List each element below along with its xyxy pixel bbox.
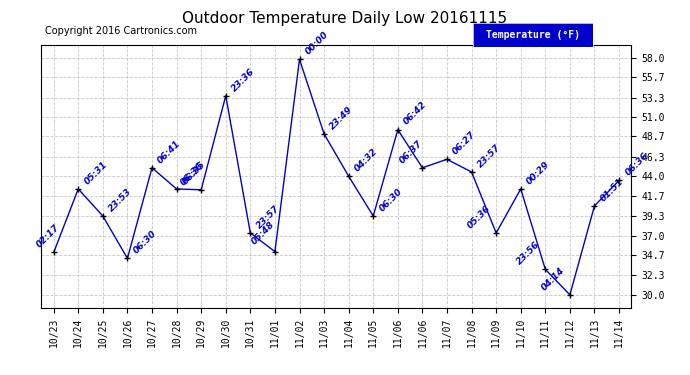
Text: Temperature (°F): Temperature (°F) [486, 30, 580, 40]
Text: 23:56: 23:56 [515, 240, 542, 267]
Text: 06:42: 06:42 [402, 100, 428, 127]
Text: 00:00: 00:00 [304, 30, 331, 57]
Text: 23:57: 23:57 [475, 142, 502, 169]
Text: 06:35: 06:35 [181, 160, 208, 186]
Text: 06:41: 06:41 [156, 138, 183, 165]
Text: 06:27: 06:27 [451, 130, 477, 156]
Text: 23:53: 23:53 [107, 187, 134, 213]
Text: 02:17: 02:17 [34, 223, 61, 250]
Text: 06:36: 06:36 [179, 160, 206, 187]
Text: 06:37: 06:37 [397, 138, 424, 165]
Text: 05:36: 05:36 [466, 204, 492, 230]
Text: Outdoor Temperature Daily Low 20161115: Outdoor Temperature Daily Low 20161115 [182, 11, 508, 26]
Text: 06:30: 06:30 [132, 229, 158, 256]
Text: 23:36: 23:36 [230, 66, 257, 93]
Text: 00:29: 00:29 [525, 160, 551, 186]
Text: 04:14: 04:14 [540, 266, 566, 292]
Text: 06:30: 06:30 [377, 187, 404, 213]
Text: 01:51: 01:51 [599, 177, 625, 203]
Text: 04:32: 04:32 [353, 147, 380, 174]
Text: Copyright 2016 Cartronics.com: Copyright 2016 Cartronics.com [45, 26, 197, 36]
Text: 23:49: 23:49 [328, 105, 355, 131]
Text: 05:31: 05:31 [82, 160, 109, 186]
Text: 05:48: 05:48 [250, 219, 277, 246]
Text: 06:36: 06:36 [623, 151, 650, 178]
Text: 23:57: 23:57 [255, 204, 281, 230]
